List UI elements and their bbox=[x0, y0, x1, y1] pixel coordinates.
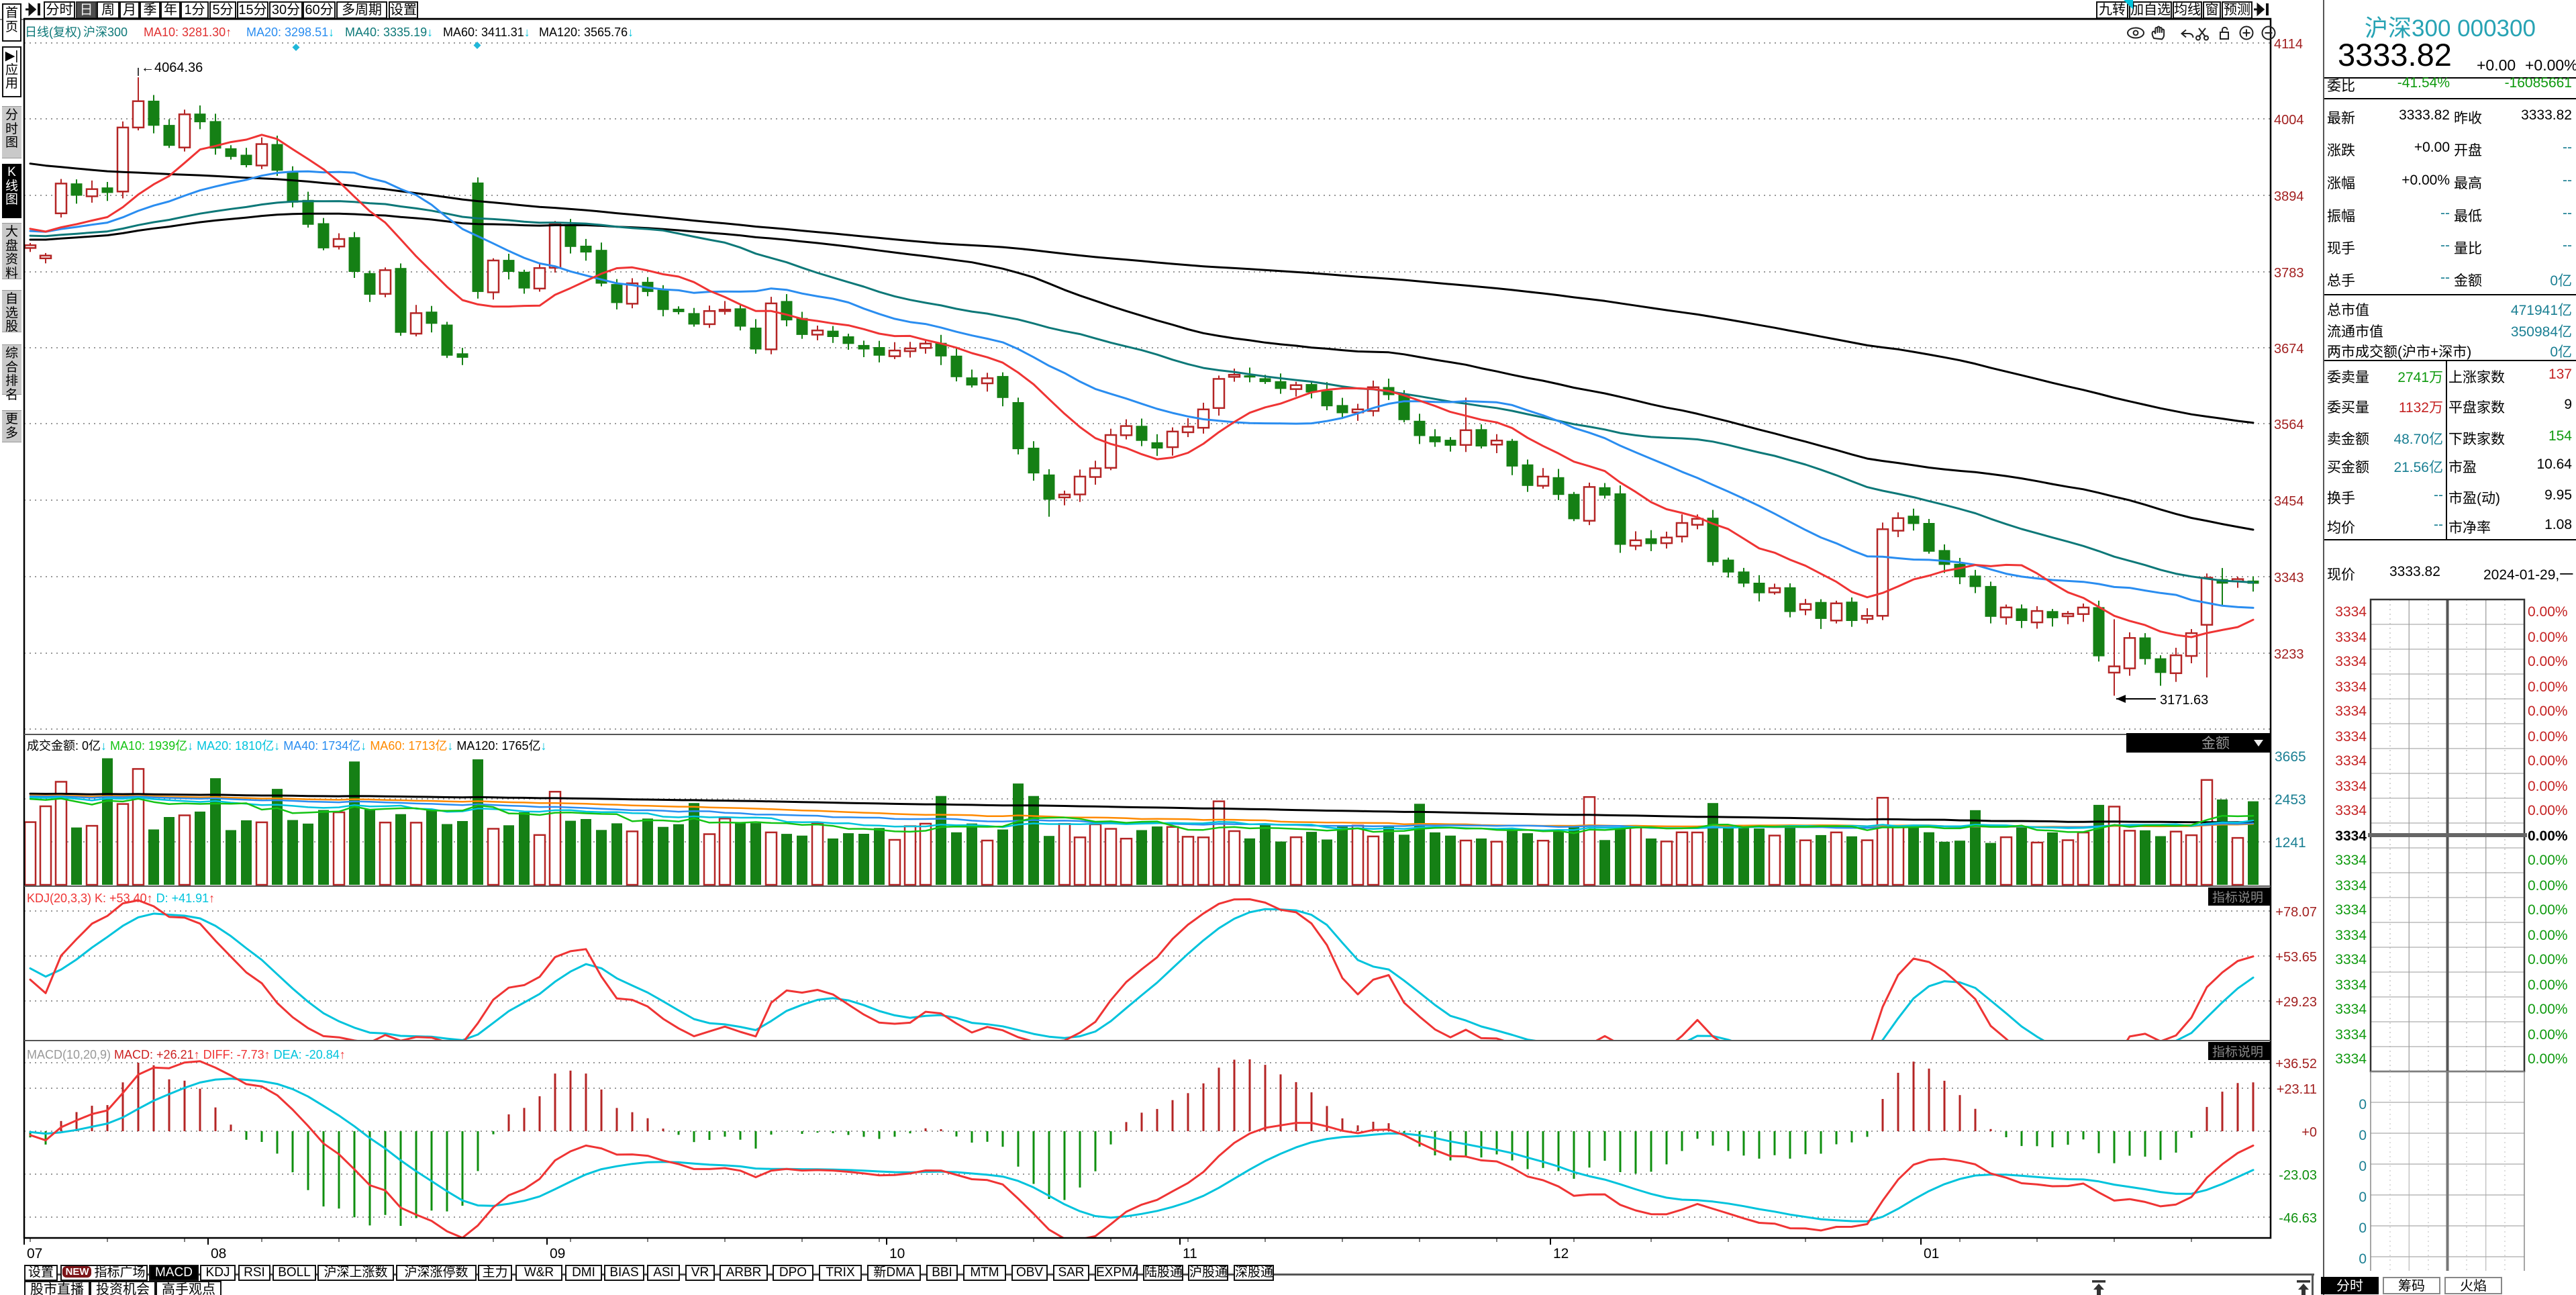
svg-text:0.00%: 0.00% bbox=[2528, 604, 2568, 620]
svg-text:MA40: 3335.19↓: MA40: 3335.19↓ bbox=[345, 26, 433, 39]
svg-text:金额: 金额 bbox=[2201, 736, 2230, 751]
svg-text:0.00%: 0.00% bbox=[2528, 803, 2568, 818]
svg-text:0.00%: 0.00% bbox=[2528, 679, 2568, 695]
svg-text:+53.65: +53.65 bbox=[2275, 950, 2317, 965]
svg-text:2453: 2453 bbox=[2275, 792, 2306, 808]
svg-text:10: 10 bbox=[889, 1246, 905, 1261]
svg-text:11: 11 bbox=[1183, 1246, 1197, 1261]
svg-text:指标说明: 指标说明 bbox=[2212, 1045, 2263, 1059]
svg-text:4004: 4004 bbox=[2274, 113, 2304, 128]
svg-text:3334: 3334 bbox=[2335, 928, 2367, 943]
svg-text:0.00%: 0.00% bbox=[2528, 902, 2568, 918]
svg-text:MACD(10,20,9) MACD: +26.21↑ DI: MACD(10,20,9) MACD: +26.21↑ DIFF: -7.73↑… bbox=[27, 1048, 346, 1061]
svg-text:0.00%: 0.00% bbox=[2528, 853, 2568, 868]
svg-text:0.00%: 0.00% bbox=[2528, 630, 2568, 645]
svg-text:0.00%: 0.00% bbox=[2528, 1002, 2568, 1017]
svg-text:3171.63: 3171.63 bbox=[2160, 693, 2208, 708]
svg-text:4114: 4114 bbox=[2274, 37, 2303, 52]
svg-text:0.00%: 0.00% bbox=[2528, 753, 2568, 769]
svg-text:+78.07: +78.07 bbox=[2275, 905, 2317, 920]
svg-text:07: 07 bbox=[27, 1246, 42, 1261]
svg-text:0.00%: 0.00% bbox=[2528, 704, 2568, 719]
svg-text:3334: 3334 bbox=[2335, 654, 2367, 669]
svg-text:3564: 3564 bbox=[2274, 418, 2304, 432]
svg-text:MA10: 3281.30↑: MA10: 3281.30↑ bbox=[144, 26, 232, 39]
svg-text:KDJ(20,3,3) K: +53.40↑ D: +41.: KDJ(20,3,3) K: +53.40↑ D: +41.91↑ bbox=[27, 892, 215, 905]
svg-text:3334: 3334 bbox=[2335, 902, 2367, 918]
svg-text:3334: 3334 bbox=[2335, 803, 2367, 818]
svg-text:3665: 3665 bbox=[2275, 749, 2306, 765]
svg-text:0: 0 bbox=[2359, 1251, 2367, 1267]
svg-text:08: 08 bbox=[211, 1246, 226, 1261]
svg-text:3334: 3334 bbox=[2335, 679, 2367, 695]
svg-text:3233: 3233 bbox=[2274, 647, 2304, 662]
svg-text:3334: 3334 bbox=[2335, 1051, 2367, 1067]
svg-text:0: 0 bbox=[2359, 1220, 2367, 1236]
svg-text:0.00%: 0.00% bbox=[2528, 1027, 2568, 1043]
svg-text:0.00%: 0.00% bbox=[2528, 952, 2568, 967]
svg-text:3343: 3343 bbox=[2274, 571, 2304, 585]
svg-text:-23.03: -23.03 bbox=[2279, 1168, 2317, 1183]
svg-text:3334: 3334 bbox=[2335, 630, 2367, 645]
svg-text:←4064.36: ←4064.36 bbox=[141, 60, 203, 75]
svg-text:3334: 3334 bbox=[2335, 704, 2367, 719]
svg-text:指标说明: 指标说明 bbox=[2212, 890, 2263, 905]
svg-text:3334: 3334 bbox=[2335, 1027, 2367, 1043]
svg-text:3334: 3334 bbox=[2335, 729, 2367, 745]
svg-text:09: 09 bbox=[550, 1246, 565, 1261]
svg-text:3334: 3334 bbox=[2335, 853, 2367, 868]
svg-text:0.00%: 0.00% bbox=[2528, 878, 2568, 894]
svg-text:01: 01 bbox=[1924, 1246, 1939, 1261]
svg-text:MA60: 3411.31↓: MA60: 3411.31↓ bbox=[443, 26, 530, 39]
svg-text:0: 0 bbox=[2359, 1128, 2367, 1143]
svg-text:3334: 3334 bbox=[2335, 828, 2367, 844]
svg-text:MA120: 3565.76↓: MA120: 3565.76↓ bbox=[539, 26, 634, 39]
svg-text:沪深300: 沪深300 bbox=[83, 26, 128, 39]
svg-text:0.00%: 0.00% bbox=[2528, 828, 2568, 844]
svg-text:3334: 3334 bbox=[2335, 977, 2367, 993]
svg-text:3334: 3334 bbox=[2335, 753, 2367, 769]
svg-text:1241: 1241 bbox=[2275, 835, 2306, 851]
svg-text:3334: 3334 bbox=[2335, 878, 2367, 894]
svg-text:0.00%: 0.00% bbox=[2528, 654, 2568, 669]
svg-text:0.00%: 0.00% bbox=[2528, 1051, 2568, 1067]
svg-text:成交金额: 0亿↓ MA10: 1939亿↓ MA20: 1: 成交金额: 0亿↓ MA10: 1939亿↓ MA20: 1810亿↓ MA40… bbox=[27, 739, 546, 753]
svg-text:MA20: 3298.51↓: MA20: 3298.51↓ bbox=[246, 26, 334, 39]
svg-text:0.00%: 0.00% bbox=[2528, 977, 2568, 993]
svg-text:3674: 3674 bbox=[2274, 342, 2304, 356]
svg-text:+23.11: +23.11 bbox=[2277, 1082, 2317, 1097]
svg-text:+0: +0 bbox=[2301, 1125, 2317, 1140]
svg-text:0: 0 bbox=[2359, 1097, 2367, 1112]
svg-text:+36.52: +36.52 bbox=[2275, 1057, 2317, 1071]
svg-text:0: 0 bbox=[2359, 1159, 2367, 1174]
svg-text:3334: 3334 bbox=[2335, 1002, 2367, 1017]
svg-text:+29.23: +29.23 bbox=[2275, 995, 2317, 1010]
svg-text:12: 12 bbox=[1553, 1246, 1569, 1261]
svg-text:3783: 3783 bbox=[2274, 266, 2304, 281]
svg-text:-46.63: -46.63 bbox=[2279, 1211, 2317, 1226]
svg-text:0: 0 bbox=[2359, 1190, 2367, 1205]
svg-text:3894: 3894 bbox=[2274, 189, 2304, 204]
svg-text:3334: 3334 bbox=[2335, 604, 2367, 620]
svg-text:0.00%: 0.00% bbox=[2528, 928, 2568, 943]
svg-text:3334: 3334 bbox=[2335, 952, 2367, 967]
svg-text:日线(复权): 日线(复权) bbox=[25, 26, 81, 39]
svg-text:3454: 3454 bbox=[2274, 494, 2304, 509]
svg-text:0.00%: 0.00% bbox=[2528, 779, 2568, 794]
svg-text:0.00%: 0.00% bbox=[2528, 729, 2568, 745]
svg-text:3334: 3334 bbox=[2335, 779, 2367, 794]
